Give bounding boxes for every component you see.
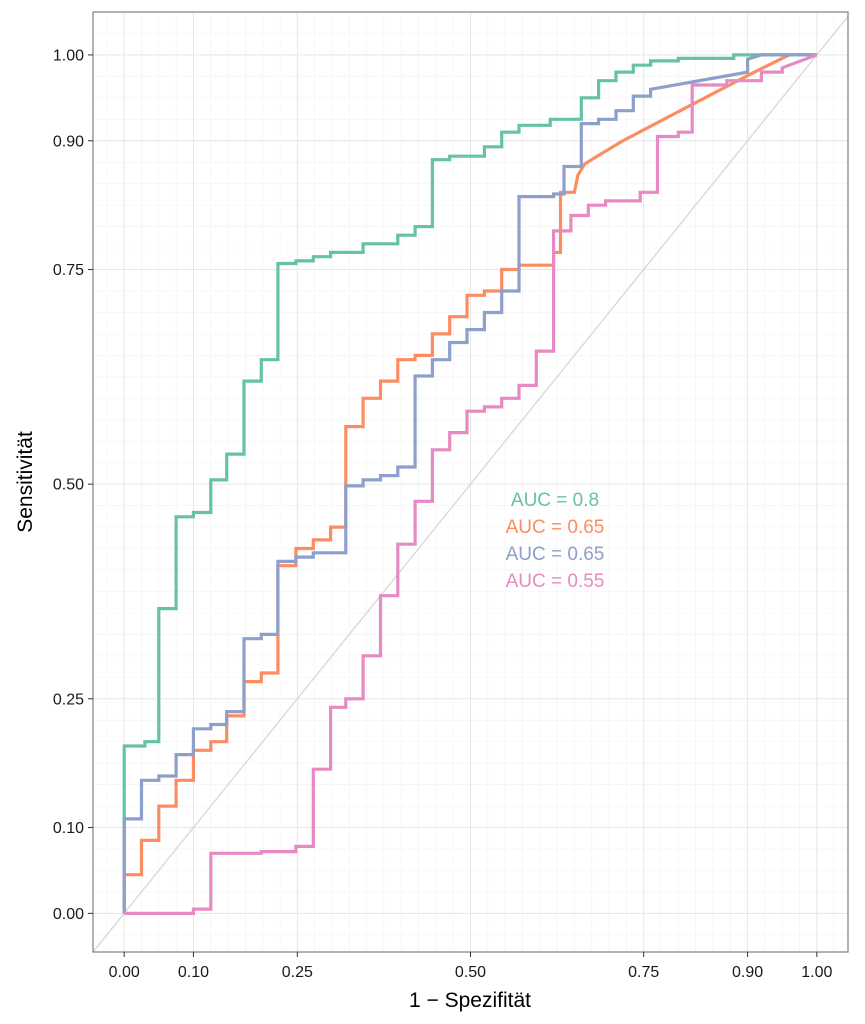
x-tick-label: 0.90 — [732, 964, 763, 981]
major-grid — [93, 12, 848, 952]
y-axis-title: Sensitivität — [14, 431, 37, 533]
y-tick-label: 0.90 — [53, 133, 84, 150]
roc-curve-3 — [122, 53, 817, 914]
x-tick-label: 0.00 — [109, 964, 140, 981]
series-layer — [122, 53, 818, 916]
y-tick-label: 0.50 — [53, 477, 84, 494]
x-axis-title: 1 − Spezifität — [409, 989, 531, 1012]
y-tick-label: 1.00 — [53, 47, 84, 64]
y-axis: 0.00 0.10 0.25 0.50 0.75 0.90 1.00 — [53, 47, 93, 923]
y-tick-label: 0.00 — [53, 906, 84, 923]
auc-legend: AUC = 0.8 AUC = 0.65 AUC = 0.65 AUC = 0.55 — [506, 490, 605, 592]
reference-diagonal-line — [92, 15, 849, 953]
x-tick-label: 0.75 — [628, 964, 659, 981]
x-tick-label: 0.25 — [282, 964, 313, 981]
x-tick-label: 1.00 — [801, 964, 832, 981]
roc-curve-4 — [124, 53, 818, 916]
roc-curve-1 — [122, 53, 817, 914]
y-tick-label: 0.75 — [53, 262, 84, 279]
y-tick-label: 0.25 — [53, 691, 84, 708]
y-tick-label: 0.10 — [53, 820, 84, 837]
x-tick-label: 0.10 — [178, 964, 209, 981]
x-axis: 0.00 0.10 0.25 0.50 0.75 0.90 1.00 — [109, 952, 833, 981]
auc-label-4: AUC = 0.55 — [506, 571, 605, 592]
auc-label-3: AUC = 0.65 — [506, 544, 605, 565]
roc-curve-2 — [122, 53, 817, 914]
auc-label-2: AUC = 0.65 — [506, 517, 605, 538]
auc-label-1: AUC = 0.8 — [511, 490, 599, 511]
x-tick-label: 0.50 — [455, 964, 486, 981]
